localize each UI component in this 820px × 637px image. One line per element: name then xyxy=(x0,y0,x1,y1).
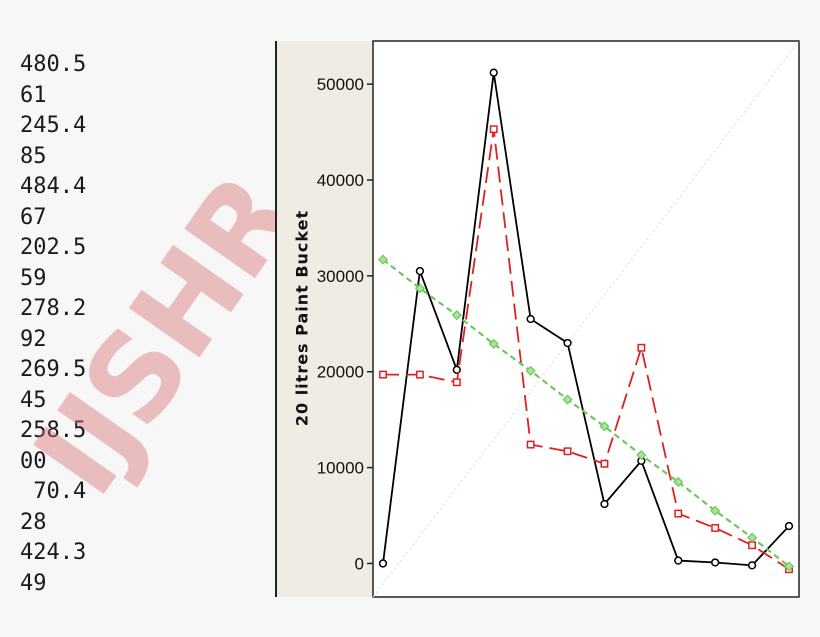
series-3-point xyxy=(636,450,647,461)
left-value-item: 49 xyxy=(20,570,47,596)
left-value-item: 28 xyxy=(20,509,47,535)
series-3-point xyxy=(562,394,573,405)
series-3-point xyxy=(414,283,425,294)
left-value-item: 67 xyxy=(20,204,47,230)
series-2-point xyxy=(674,509,683,518)
series-2-point xyxy=(600,459,609,468)
series-3-point xyxy=(488,338,499,349)
series-3-point xyxy=(747,532,758,543)
series-1-point xyxy=(452,365,461,374)
left-value-item: 245.4 xyxy=(20,113,87,138)
series-2-point xyxy=(748,541,757,550)
left-number-list: 480.5 61 245.4 85 484.4 67 202.5 59 278.2 92 269.5… xyxy=(20,50,86,599)
series-1-point xyxy=(526,314,535,324)
left-value-item: 269.5 xyxy=(20,357,87,382)
series-3-point xyxy=(525,365,536,376)
left-value-item: 45 xyxy=(20,387,47,413)
series-1-point xyxy=(489,68,498,77)
left-value-item: 484.4 xyxy=(20,174,87,199)
series-2-point xyxy=(711,524,720,532)
left-value-item: 92 xyxy=(20,326,47,352)
left-value-item: 258.5 xyxy=(20,418,87,443)
left-value-item: 424.3 xyxy=(20,540,87,565)
series-1-point xyxy=(415,266,425,276)
series-3-line xyxy=(382,258,790,568)
y-tick-label: 50000 xyxy=(317,75,364,94)
series-2-point xyxy=(452,378,461,387)
series-1-point xyxy=(711,558,720,567)
left-value-item: 61 xyxy=(20,82,47,108)
series-1-point xyxy=(600,499,609,509)
series-1-point xyxy=(784,521,794,531)
y-tick-label: 20000 xyxy=(317,363,364,382)
series-1-point xyxy=(378,559,388,568)
series-3-point xyxy=(451,310,462,321)
series-3-point xyxy=(377,254,389,265)
series-1-point xyxy=(747,561,757,570)
y-tick-label: 30000 xyxy=(317,267,364,286)
y-axis-panel xyxy=(275,41,374,597)
left-value-item: 59 xyxy=(20,265,47,291)
plot-diagonal-guide xyxy=(372,40,800,598)
left-value-item: 278.2 xyxy=(20,296,87,321)
series-1-line xyxy=(382,72,790,567)
series-1-point xyxy=(563,338,572,348)
y-tick-label: 40000 xyxy=(317,171,364,190)
left-value-item: 85 xyxy=(20,143,47,169)
series-2-point xyxy=(563,447,572,456)
left-value-item: 202.5 xyxy=(20,235,87,260)
series-2-point xyxy=(526,440,535,449)
series-2-point xyxy=(637,343,646,352)
series-2-point xyxy=(379,370,387,379)
series-3-point xyxy=(710,505,721,516)
series-3-point xyxy=(599,421,610,432)
left-value-item: 480.5 xyxy=(20,52,87,77)
series-2-line xyxy=(383,129,790,570)
series-1-point xyxy=(674,556,683,565)
series-3-point xyxy=(783,561,795,572)
series-2-point xyxy=(489,125,498,134)
left-value-item: 70.4 xyxy=(20,479,87,504)
left-value-item: 00 xyxy=(20,448,47,474)
series-2-point xyxy=(415,370,424,379)
series-layer xyxy=(377,68,795,574)
y-axis-ticks: 0 10000 20000 30000 40000 50000 xyxy=(317,75,373,573)
series-3-point xyxy=(673,476,684,488)
y-tick-label: 10000 xyxy=(317,459,364,478)
y-tick-label: 0 xyxy=(355,554,364,573)
